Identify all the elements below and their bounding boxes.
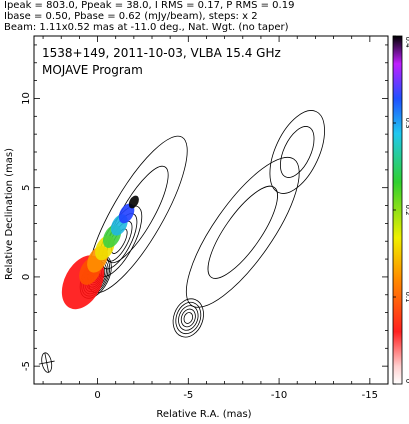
x-tick-label: -5 — [183, 390, 193, 401]
contour-knot-sw-level-5 — [183, 312, 194, 324]
colorbar-tick-label: 0 — [404, 379, 409, 383]
beam-cross-v — [44, 352, 50, 373]
polarization-patch-7 — [118, 203, 135, 224]
beam-marker-group — [38, 352, 55, 373]
colorbar-tick-label: 0.3 — [404, 117, 409, 128]
colorbar-tick-label: 0.1 — [404, 291, 409, 302]
header-line-beam: Beam: 1.11x0.52 mas at -11.0 deg., Nat. … — [4, 22, 289, 33]
x-axis-label: Relative R.A. (mas) — [156, 409, 251, 420]
header-line-base: Ibase = 0.50, Pbase = 0.62 (mJy/beam), s… — [4, 11, 258, 22]
contour-knot-sw-level-1 — [172, 298, 204, 338]
header-line-peak: Ipeak = 803.0, Ppeak = 38.0, I RMS = 0.1… — [4, 0, 295, 11]
contour-knot-sw-level-4 — [180, 308, 196, 328]
y-tick-label: 5 — [21, 185, 32, 191]
contour-extended-jet-level-1 — [185, 156, 300, 308]
polarization-patch-8 — [128, 195, 139, 209]
colorbar-tick-label: 0.2 — [404, 204, 409, 215]
map-header: Ipeak = 803.0, Ppeak = 38.0, I RMS = 0.1… — [4, 0, 409, 33]
x-tick-label: -15 — [362, 390, 378, 401]
contour-extended-jet-level-2 — [207, 185, 278, 279]
y-axis-label: Relative Declination (mas) — [4, 148, 15, 280]
y-tick-label: -5 — [21, 361, 32, 371]
contour-knot-sw-level-2 — [175, 301, 202, 335]
y-axis: -5 0 5 10 — [21, 44, 388, 385]
x-tick-label: 0 — [94, 390, 100, 401]
map-title: 1538+149, 2011-10-03, VLBA 15.4 GHz — [42, 46, 281, 60]
x-axis: 0 -5 -10 -15 — [42, 36, 389, 401]
contour-far-jet-level-2 — [280, 126, 315, 178]
x-tick-label: -10 — [271, 390, 287, 401]
plot-frame — [33, 35, 389, 385]
colorbar-tick-label: 0.4 — [404, 36, 409, 48]
colorbar-axis: 0 0.1 0.2 0.3 0.4 — [393, 35, 409, 385]
polarization-color-layer — [61, 195, 139, 310]
y-tick-label: 10 — [21, 92, 32, 105]
contour-far-jet-level-1 — [269, 110, 325, 194]
y-tick-label: 0 — [21, 274, 32, 280]
map-subtitle: MOJAVE Program — [42, 63, 143, 77]
